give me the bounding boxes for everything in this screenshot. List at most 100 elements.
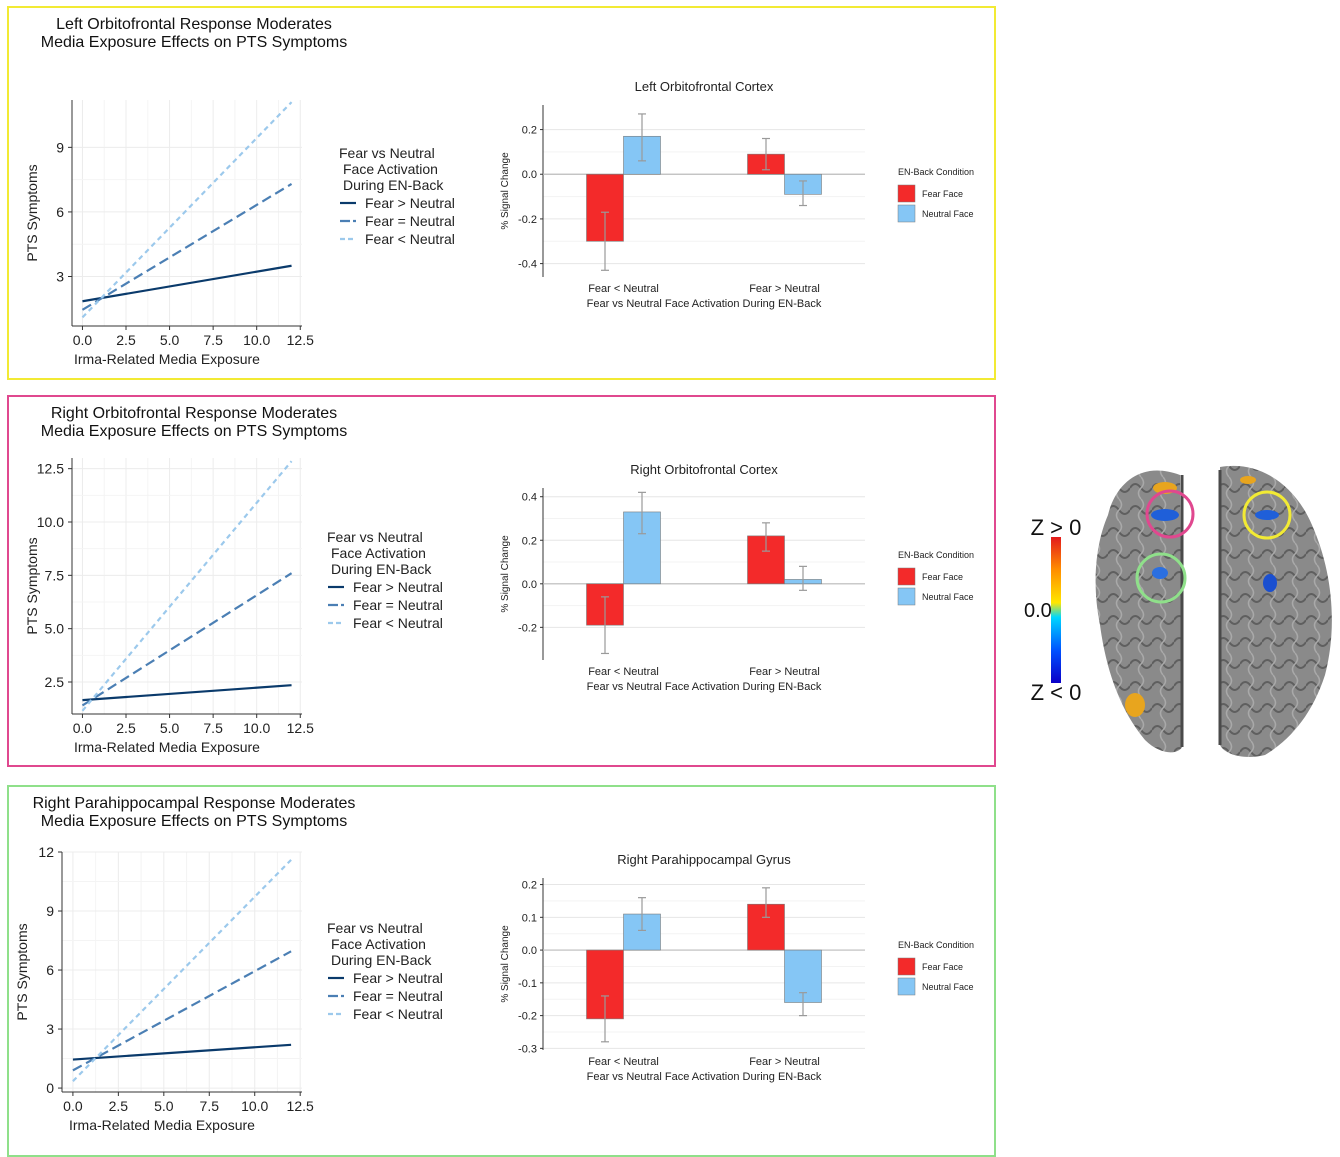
- legend-item-label: Fear < Neutral: [365, 231, 455, 247]
- y-tick-label: 0.0: [522, 945, 537, 957]
- y-tick-label: 3: [56, 268, 64, 284]
- y-axis-label: % Signal Change: [500, 152, 511, 230]
- legend-title-line2: Face Activation: [343, 161, 438, 177]
- x-axis-label: Fear vs Neutral Face Activation During E…: [587, 681, 822, 693]
- legend-title-line3: During EN-Back: [331, 561, 432, 577]
- y-tick-label: -0.2: [518, 622, 537, 634]
- bar-chart-right-parahippocampal: Right Parahippocampal Gyrus 0.2 0.1 0.0 -0.1…: [500, 852, 974, 1083]
- legend-title-line2: Face Activation: [331, 936, 426, 952]
- x-tick-label: 7.5: [203, 720, 223, 736]
- legend-title-line1: Fear vs Neutral: [327, 529, 423, 545]
- panel-title: Right Orbitofrontal Response Moderates M…: [40, 405, 348, 440]
- y-tick-label: 9: [46, 903, 54, 919]
- brain-activation-image: Z > 0 0.0 Z < 0: [1024, 465, 1332, 757]
- line-chart-right-parahippocampal: 0.0 2.5 5.0 7.5 10.0 12.5 0 3 6 9 12 Irma-Related M…: [14, 844, 314, 1133]
- bar-legend-title: EN-Back Condition: [898, 550, 974, 560]
- y-tick-label: 12.5: [37, 461, 64, 477]
- legend-item-label: Fear > Neutral: [353, 579, 443, 595]
- bar-legend-item-label: Neutral Face: [922, 592, 974, 602]
- x-tick-label: 5.0: [154, 1098, 174, 1114]
- x-tick-label: 2.5: [116, 720, 136, 736]
- x-tick-label: Fear < Neutral: [588, 1056, 659, 1068]
- legend-item-label: Fear = Neutral: [365, 213, 455, 229]
- y-axis-label: PTS Symptoms: [24, 537, 40, 634]
- legend-item-label: Fear = Neutral: [353, 988, 443, 1004]
- panel-title: Right Parahippocampal Response Moderates…: [32, 795, 356, 830]
- x-tick-label: 0.0: [63, 1098, 83, 1114]
- series-line-fear-eq-neutral: [81, 572, 293, 707]
- panel-right-orbitofrontal: Right Orbitofrontal Response Moderates M…: [7, 395, 996, 767]
- z-positive-label: Z > 0: [1031, 515, 1082, 540]
- y-tick-label: 6: [56, 204, 64, 220]
- bar-legend-swatch: [897, 587, 916, 606]
- y-tick-label: 7.5: [45, 567, 65, 583]
- x-tick-label: Fear > Neutral: [749, 666, 820, 678]
- series-line-fear-lt-neutral: [72, 859, 292, 1082]
- bar-legend-item-label: Fear Face: [922, 189, 963, 199]
- bar-legend-swatch: [897, 977, 916, 996]
- y-tick-label: -0.3: [518, 1043, 537, 1055]
- x-tick-label: Fear < Neutral: [588, 283, 659, 295]
- bar-chart-title: Right Orbitofrontal Cortex: [630, 462, 778, 477]
- bar-legend-item-label: Neutral Face: [922, 209, 974, 219]
- x-tick-label: Fear > Neutral: [749, 1056, 820, 1068]
- x-axis-label: Irma-Related Media Exposure: [74, 351, 260, 367]
- x-tick-label: Fear < Neutral: [588, 666, 659, 678]
- y-axis-label: PTS Symptoms: [24, 164, 40, 261]
- bar-legend-item-label: Fear Face: [922, 572, 963, 582]
- y-tick-label: 0.1: [522, 912, 537, 924]
- y-axis-label: % Signal Change: [500, 535, 511, 613]
- colour-scale: Z > 0 0.0 Z < 0: [1024, 515, 1081, 705]
- bar-chart-title: Left Orbitofrontal Cortex: [635, 79, 774, 94]
- x-tick-label: 5.0: [160, 720, 180, 736]
- panel-right-parahippocampal: Right Parahippocampal Response Moderates…: [7, 785, 996, 1157]
- x-tick-label: 0.0: [73, 332, 93, 348]
- x-tick-label: 7.5: [203, 332, 223, 348]
- series-line-fear-lt-neutral: [81, 101, 293, 319]
- yellow-roi-circle: [1242, 490, 1292, 540]
- bar-chart-right-orbitofrontal: Right Orbitofrontal Cortex 0.4 0.2 0.0 -0.2 F…: [500, 462, 974, 693]
- x-tick-label: 7.5: [200, 1098, 220, 1114]
- y-tick-label: -0.1: [518, 978, 537, 990]
- bar-legend-swatch: [897, 184, 916, 203]
- legend-item-label: Fear > Neutral: [365, 195, 455, 211]
- legend-title-line3: During EN-Back: [343, 177, 444, 193]
- bar-legend-swatch: [897, 957, 916, 976]
- y-tick-label: 9: [56, 139, 64, 155]
- y-tick-label: -0.2: [518, 214, 537, 226]
- series-line-fear-gt-neutral: [82, 264, 292, 303]
- legend-title-line3: During EN-Back: [331, 952, 432, 968]
- x-axis-label: Irma-Related Media Exposure: [74, 739, 260, 755]
- y-tick-label: -0.2: [518, 1011, 537, 1023]
- bar-legend-item-label: Neutral Face: [922, 982, 974, 992]
- y-tick-label: 10.0: [37, 514, 64, 530]
- bar-legend-item-label: Fear Face: [922, 962, 963, 972]
- green-roi-circle: [1135, 552, 1187, 604]
- x-tick-label: 5.0: [160, 332, 180, 348]
- colour-scale-bar: [1051, 537, 1061, 683]
- x-tick-label: 10.0: [241, 1098, 268, 1114]
- legend-title-line1: Fear vs Neutral: [339, 145, 435, 161]
- y-tick-label: -0.4: [518, 259, 537, 271]
- y-tick-label: 2.5: [45, 674, 65, 690]
- x-axis-label: Fear vs Neutral Face Activation During E…: [587, 298, 822, 310]
- y-tick-label: 3: [46, 1021, 54, 1037]
- panel-left-orbitofrontal: Left Orbitofrontal Response Moderates Me…: [7, 6, 996, 380]
- x-tick-label: 10.0: [243, 332, 270, 348]
- y-axis-label: PTS Symptoms: [14, 923, 30, 1020]
- x-axis-label: Fear vs Neutral Face Activation During E…: [587, 1071, 822, 1083]
- legend-title-line2: Face Activation: [331, 545, 426, 561]
- y-tick-label: 0.2: [522, 535, 537, 547]
- z-negative-label: Z < 0: [1031, 680, 1082, 705]
- series-line-fear-gt-neutral: [72, 1043, 292, 1061]
- legend-item-label: Fear < Neutral: [353, 1006, 443, 1022]
- y-tick-label: 0.2: [522, 125, 537, 137]
- bar-legend-title: EN-Back Condition: [898, 940, 974, 950]
- y-tick-label: 0: [46, 1080, 54, 1096]
- x-tick-label: 2.5: [116, 332, 136, 348]
- line-chart-right-orbitofrontal: 0.0 2.5 5.0 7.5 10.0 12.5 2.5 5.0 7.5 10.0 12.5 Irm…: [24, 458, 314, 755]
- x-tick-label: 2.5: [109, 1098, 129, 1114]
